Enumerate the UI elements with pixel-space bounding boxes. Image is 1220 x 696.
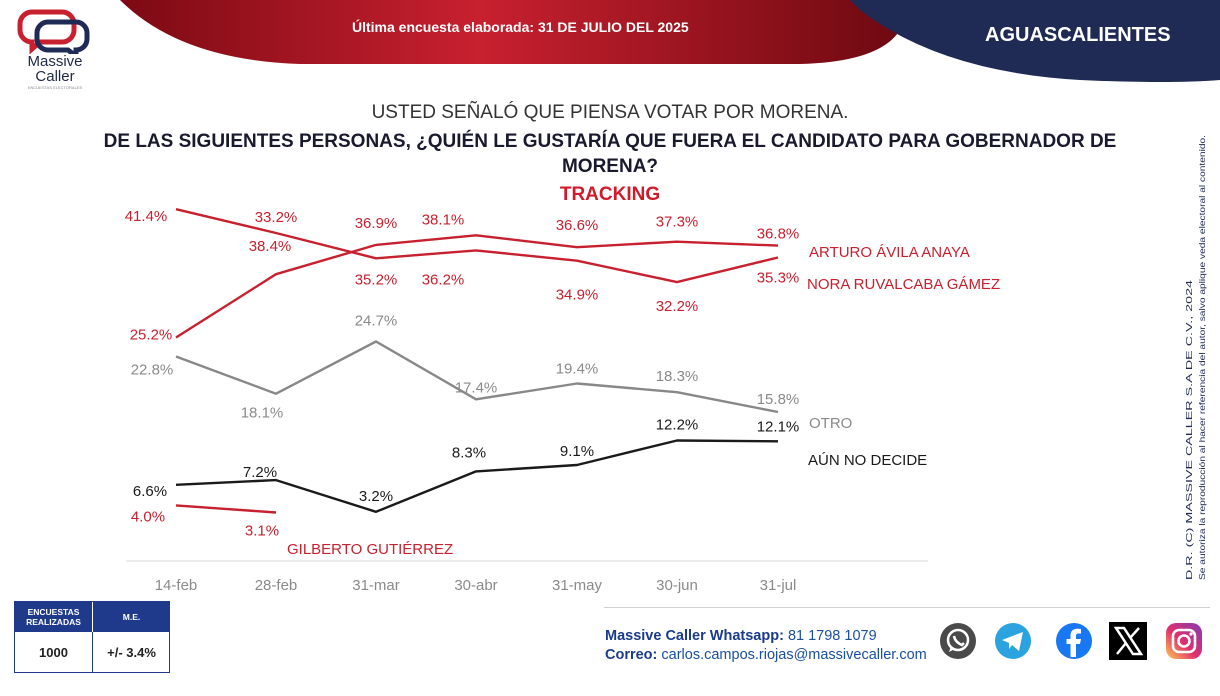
series-line-nora-ruvalcaba-gamez [175, 208, 779, 284]
question-line-2: DE LAS SIGUIENTES PERSONAS, ¿QUIÉN LE GU… [103, 131, 1117, 177]
banner-shapes [120, 0, 1220, 82]
x-tick-label-30-abr: 30-abr [454, 577, 497, 594]
series-label-arturo-avila-anaya: ARTURO ÁVILA ANAYA [809, 244, 970, 261]
data-label-gilberto-gutierrez-1: 3.1% [245, 523, 279, 540]
region-label: AGUASCALIENTES [985, 24, 1171, 46]
x-icon[interactable] [1108, 621, 1148, 661]
question-line-1: USTED SEÑALÓ QUE PIENSA VOTAR POR MORENA… [371, 102, 849, 123]
whatsapp-label: Massive Caller Whatsapp: [605, 628, 784, 644]
instagram-icon[interactable] [1164, 621, 1204, 661]
survey-info-table: ENCUESTAS REALIZADAS M.E. 1000 +/- 3.4% [14, 601, 170, 673]
series-label-gilberto-gutierrez: GILBERTO GUTIÉRREZ [287, 541, 453, 558]
series-label-otro: OTRO [809, 415, 852, 432]
side-note-line-2: Se autoriza la reproducción al hacer ref… [1197, 135, 1207, 580]
facebook-icon[interactable] [1054, 621, 1094, 661]
series-line-aun-no-decide [175, 439, 779, 513]
email-address[interactable]: carlos.campos.riojas@massivecaller.com [661, 647, 927, 663]
data-label-otro-0: 22.8% [131, 362, 174, 379]
data-label-aun-no-decide-4: 9.1% [560, 443, 594, 460]
header-banner: Última encuesta elaborada: 31 DE JULIO D… [0, 0, 1220, 82]
data-label-aun-no-decide-1: 7.2% [243, 464, 277, 481]
series-label-nora-ruvalcaba-gamez: NORA RUVALCABA GÁMEZ [807, 276, 1000, 293]
me-value: +/- 3.4% [92, 632, 170, 672]
data-label-otro-6: 15.8% [757, 391, 800, 408]
data-label-nora-ruvalcaba-gamez-4: 34.9% [556, 287, 599, 304]
x-tick-label-28-feb: 28-feb [255, 577, 298, 594]
data-label-arturo-avila-anaya-5: 37.3% [656, 214, 699, 231]
data-label-otro-1: 18.1% [241, 405, 284, 422]
data-label-aun-no-decide-0: 6.6% [133, 483, 167, 500]
data-label-aun-no-decide-5: 12.2% [656, 416, 699, 433]
data-label-nora-ruvalcaba-gamez-2: 35.2% [355, 271, 398, 288]
data-label-aun-no-decide-2: 3.2% [359, 488, 393, 505]
data-label-aun-no-decide-3: 8.3% [452, 444, 486, 461]
data-label-gilberto-gutierrez-0: 4.0% [131, 508, 165, 525]
data-label-arturo-avila-anaya-4: 36.6% [556, 217, 599, 234]
data-label-otro-5: 18.3% [656, 368, 699, 385]
chart-subtitle: TRACKING [559, 184, 661, 205]
me-header: M.E. [92, 602, 170, 632]
email-label: Correo: [605, 647, 658, 663]
x-tick-label-31-may: 31-may [552, 577, 603, 594]
data-label-arturo-avila-anaya-1: 33.2% [255, 209, 298, 226]
copyright-side-note: D.R. (C) MASSIVE CALLER S.A DE C.V., 202… [1184, 135, 1207, 580]
data-label-nora-ruvalcaba-gamez-3: 36.2% [422, 271, 465, 288]
x-tick-label-14-feb: 14-feb [155, 577, 198, 594]
data-label-arturo-avila-anaya-6: 36.8% [757, 226, 800, 243]
email-contact: Correo: carlos.campos.riojas@massivecall… [605, 647, 927, 663]
data-label-arturo-avila-anaya-3: 38.1% [422, 211, 465, 228]
surveys-value: 1000 [39, 644, 68, 660]
data-label-arturo-avila-anaya-2: 36.9% [355, 215, 398, 232]
x-tick-label-31-jul: 31-jul [760, 577, 797, 594]
x-tick-label-31-mar: 31-mar [352, 577, 400, 594]
data-label-nora-ruvalcaba-gamez-6: 35.3% [757, 270, 800, 287]
data-label-nora-ruvalcaba-gamez-5: 32.2% [656, 298, 699, 315]
whatsapp-number[interactable]: 81 1798 1079 [787, 628, 877, 644]
data-label-arturo-avila-anaya-0: 25.2% [130, 327, 173, 344]
survey-date-label: Última encuesta elaborada: 31 DE JULIO D… [352, 19, 689, 35]
surveys-header: ENCUESTAS REALIZADAS [15, 602, 92, 632]
whatsapp-contact: Massive Caller Whatsapp: 81 1798 1079 [605, 628, 877, 644]
brand-tagline: ENCUESTAS ELECTORALES [27, 85, 83, 90]
whatsapp-icon[interactable] [938, 621, 978, 661]
brand-name: Massive Caller [27, 53, 83, 85]
data-label-nora-ruvalcaba-gamez-0: 41.4% [125, 208, 168, 225]
data-label-otro-2: 24.7% [355, 312, 398, 329]
series-line-arturo-avila-anaya [175, 234, 779, 339]
data-label-otro-4: 19.4% [556, 360, 599, 377]
series-line-otro [175, 340, 779, 414]
footer-divider [604, 607, 1210, 608]
brand-logo: Massive Caller ENCUESTAS ELECTORALES [14, 8, 96, 90]
series-label-aun-no-decide: AÚN NO DECIDE [808, 452, 927, 469]
side-note-line-1: D.R. (C) MASSIVE CALLER S.A DE C.V., 202… [1184, 280, 1194, 580]
telegram-icon[interactable] [993, 621, 1033, 661]
data-label-aun-no-decide-6: 12.1% [757, 418, 800, 435]
series-line-gilberto-gutierrez [175, 504, 277, 514]
data-label-nora-ruvalcaba-gamez-1: 38.4% [249, 238, 292, 255]
x-tick-label-30-jun: 30-jun [656, 577, 698, 594]
data-label-otro-3: 17.4% [455, 379, 498, 396]
